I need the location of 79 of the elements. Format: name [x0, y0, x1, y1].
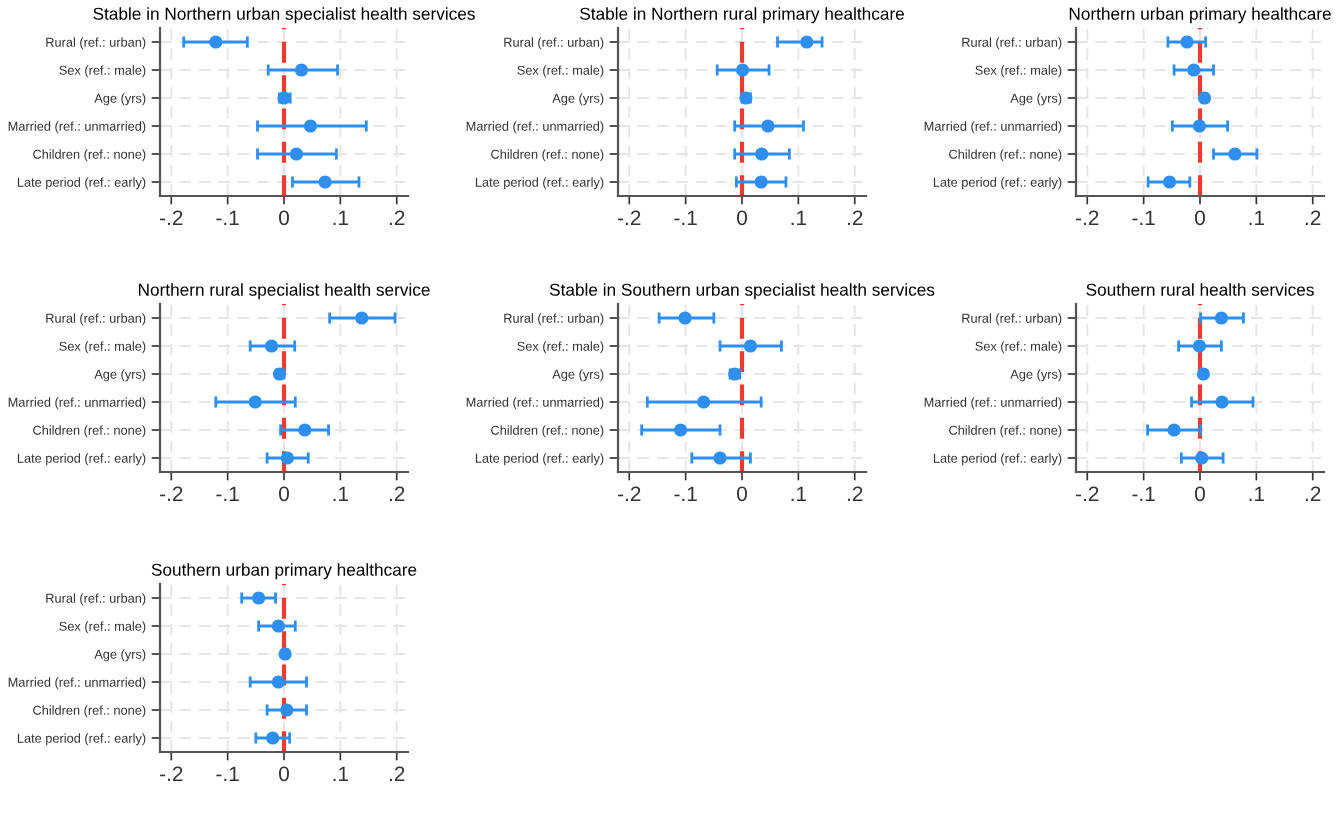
- point: [713, 451, 727, 465]
- point: [355, 311, 369, 325]
- point: [1192, 119, 1207, 133]
- x-tick-label: -.2: [160, 766, 183, 781]
- point: [754, 175, 768, 189]
- x-tick-label: -.2: [1076, 486, 1099, 501]
- point: [271, 619, 285, 633]
- point: [761, 119, 775, 133]
- point: [1192, 339, 1207, 353]
- point: [1180, 35, 1194, 49]
- x-tick-label: -.2: [618, 210, 641, 225]
- x-tick-label: 0: [279, 766, 289, 782]
- point: [1214, 311, 1229, 325]
- x-tick-label: .1: [791, 210, 807, 225]
- point: [209, 35, 223, 49]
- point: [248, 395, 262, 409]
- x-tick-label: -.1: [674, 210, 697, 225]
- point: [1215, 395, 1229, 409]
- point: [1167, 423, 1181, 437]
- x-tick-label: .2: [1305, 486, 1321, 501]
- point: [743, 339, 758, 353]
- x-tick-label: .1: [1249, 486, 1265, 501]
- point: [298, 423, 312, 437]
- x-tick-label: .2: [847, 210, 863, 225]
- x-tick-label: .1: [791, 486, 807, 501]
- point: [289, 147, 303, 161]
- x-tick-label: 0: [1195, 210, 1205, 226]
- point: [755, 147, 769, 161]
- point: [252, 591, 266, 605]
- x-tick-label: -.2: [160, 210, 183, 225]
- point: [1162, 175, 1177, 189]
- point: [318, 175, 332, 189]
- point: [800, 35, 814, 49]
- x-tick-label: -.1: [216, 210, 239, 225]
- x-tick-label: .2: [847, 486, 863, 501]
- x-tick-label: .1: [333, 210, 349, 225]
- point: [1195, 451, 1209, 465]
- x-tick-label: .2: [389, 210, 405, 225]
- x-tick-label: -.1: [1132, 486, 1155, 501]
- x-tick-label: .1: [1249, 210, 1265, 225]
- chart-title: Southern urban primary healthcare: [151, 563, 417, 580]
- x-tick-label: .2: [389, 486, 405, 501]
- x-tick-label: -.1: [216, 766, 239, 781]
- point: [280, 703, 294, 717]
- chart-title: Stable in Northern rural primary healthcare: [580, 7, 904, 24]
- point: [303, 119, 318, 133]
- x-tick-label: -.2: [618, 486, 641, 501]
- x-tick-label: 0: [737, 210, 747, 226]
- x-tick-label: .1: [333, 486, 349, 501]
- chart-title: Northern rural specialist health service: [138, 283, 430, 300]
- point: [265, 339, 279, 353]
- point: [278, 647, 292, 661]
- point: [280, 451, 294, 465]
- x-tick-label: .2: [1305, 210, 1321, 225]
- point: [271, 675, 285, 689]
- point: [1187, 63, 1201, 77]
- point: [1196, 367, 1210, 381]
- x-tick-label: 0: [279, 210, 289, 226]
- x-tick-label: -.2: [160, 486, 183, 501]
- point: [294, 63, 309, 77]
- chart-title: Southern rural health services: [1086, 283, 1314, 296]
- point: [697, 395, 711, 409]
- chart-title: Stable in Southern urban specialist health services: [549, 283, 935, 300]
- x-tick-label: 0: [737, 486, 747, 502]
- x-tick-label: -.1: [1132, 210, 1155, 225]
- chart-title: Stable in Northern urban specialist health services: [93, 7, 475, 24]
- x-tick-label: -.1: [216, 486, 239, 501]
- x-tick-label: -.1: [674, 486, 697, 501]
- x-tick-label: -.2: [1076, 210, 1099, 225]
- point: [735, 63, 750, 77]
- x-tick-label: 0: [1195, 486, 1205, 502]
- x-tick-label: 0: [279, 486, 289, 502]
- x-tick-label: .2: [389, 766, 405, 781]
- chart-title: Northern urban primary healthcare: [1069, 7, 1331, 24]
- point: [678, 311, 692, 325]
- point: [1228, 147, 1242, 161]
- point: [673, 423, 688, 437]
- point: [266, 731, 280, 745]
- x-tick-label: .1: [333, 766, 349, 781]
